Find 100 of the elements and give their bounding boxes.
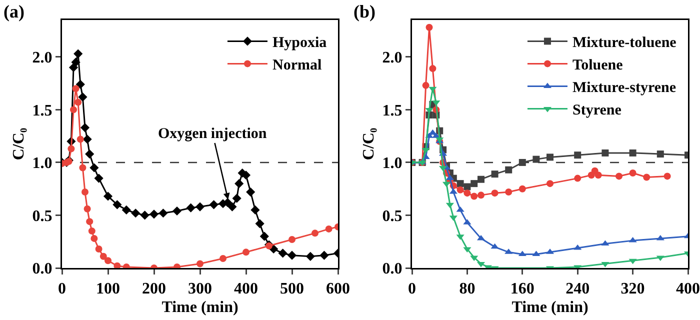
x-axis-title: Time (min) (512, 299, 588, 316)
point (490, 243, 499, 249)
point (546, 154, 554, 161)
y-tick-label: 1.5 (382, 102, 402, 120)
point (95, 246, 102, 252)
y-tick-label: 0.0 (32, 260, 52, 278)
point (478, 176, 484, 183)
point (532, 156, 540, 163)
point (82, 134, 92, 144)
point (643, 174, 650, 181)
point (426, 24, 433, 31)
point (464, 183, 471, 190)
point (70, 106, 77, 114)
point (574, 152, 582, 159)
point (220, 255, 226, 262)
point (425, 108, 434, 114)
x-tick-label: 320 (620, 280, 645, 298)
point (195, 202, 205, 212)
point (114, 262, 121, 268)
y-tick-label: 0.5 (382, 208, 402, 225)
point (140, 210, 150, 220)
point (422, 82, 430, 89)
point (278, 248, 288, 258)
point (594, 172, 602, 179)
point (78, 92, 88, 102)
x-tick-label: 0 (408, 280, 416, 298)
point (505, 188, 512, 196)
y-tick-label: 2.0 (32, 50, 52, 67)
point (602, 149, 609, 156)
point (518, 250, 526, 256)
y-axis-title: C/C₀ (10, 128, 28, 160)
y-tick-label: 1.5 (32, 102, 52, 120)
point (574, 244, 582, 250)
annotation: Oxygen injection (158, 126, 268, 142)
x-tick-label: 400 (676, 280, 700, 298)
x-tick-label: 160 (510, 280, 534, 298)
point (90, 234, 98, 242)
legend-label: Normal (272, 58, 322, 74)
point (312, 230, 318, 237)
point (628, 258, 637, 264)
point (287, 250, 297, 260)
chart-title: (b) (354, 1, 376, 22)
point (255, 219, 264, 228)
point (234, 179, 244, 188)
y-axis-title: C/C₀ (360, 128, 378, 160)
point (90, 163, 99, 172)
point (74, 49, 83, 58)
legend-label: Styrene (572, 102, 622, 119)
point (456, 186, 464, 194)
point (103, 192, 113, 201)
point (664, 172, 671, 180)
point (84, 205, 91, 212)
y-tick-label: 0.0 (382, 260, 402, 278)
point (456, 180, 464, 188)
point (131, 208, 140, 218)
point (306, 252, 315, 261)
point (288, 236, 296, 244)
point (518, 185, 526, 192)
point (186, 203, 196, 212)
point (76, 80, 85, 89)
point (629, 170, 636, 177)
point (82, 188, 88, 196)
point (446, 174, 454, 180)
point (491, 170, 498, 178)
point (656, 234, 664, 240)
y-tick-label: 0.5 (32, 208, 52, 225)
point (85, 149, 94, 159)
point (196, 260, 204, 268)
legend-label: Toluene (572, 58, 624, 74)
point (464, 190, 471, 197)
point (439, 166, 448, 172)
legend-label: Mixture-styrene (572, 80, 676, 96)
chart-title: (a) (4, 1, 24, 22)
point (574, 174, 582, 182)
point (456, 206, 464, 212)
point (232, 194, 242, 203)
legend-label: Hypoxia (272, 35, 328, 52)
point (112, 200, 122, 210)
point (80, 123, 90, 132)
point (74, 98, 82, 106)
x-tick-label: 80 (459, 280, 476, 298)
point (656, 150, 664, 158)
point (228, 202, 237, 212)
y-tick-label: 2.0 (382, 50, 402, 67)
point (491, 190, 498, 197)
point (88, 228, 96, 235)
point (72, 85, 80, 92)
point (429, 65, 436, 72)
point (325, 225, 332, 232)
x-axis-title: Time (min) (162, 299, 238, 316)
point (100, 252, 107, 260)
point (470, 180, 478, 188)
point (616, 172, 622, 180)
point (518, 158, 526, 166)
point (86, 218, 94, 226)
y-tick-label: 1.0 (32, 155, 52, 172)
point (104, 257, 112, 264)
point (172, 206, 182, 216)
point (478, 192, 484, 199)
point (546, 180, 554, 188)
